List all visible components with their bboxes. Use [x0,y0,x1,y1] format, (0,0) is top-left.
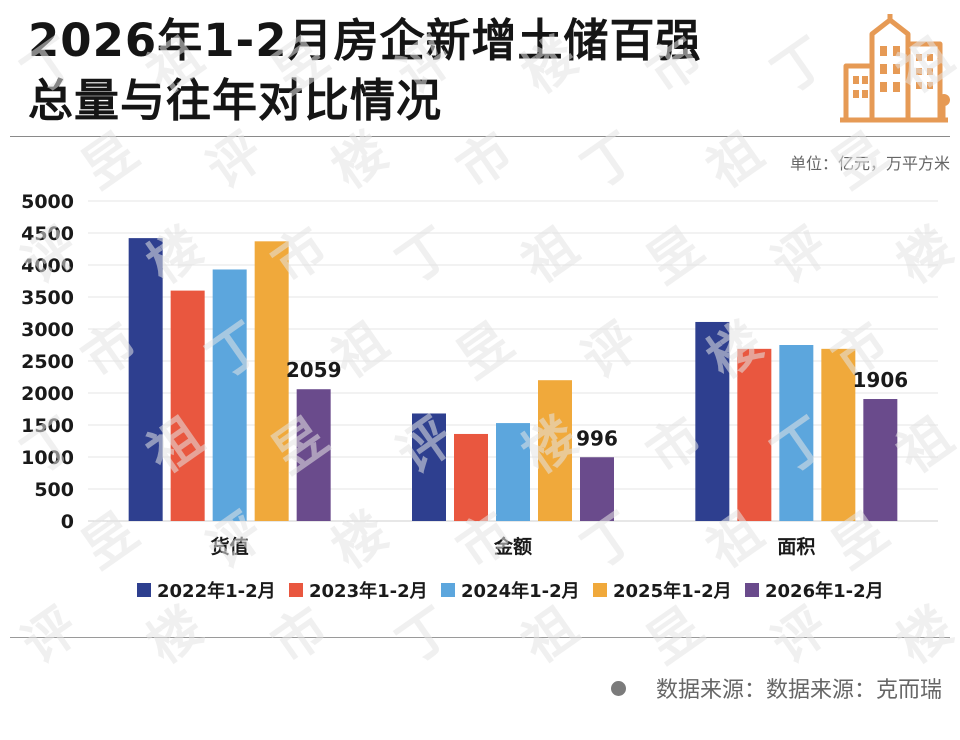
y-tick-label: 2500 [21,351,74,373]
x-category-label: 货值 [211,535,249,558]
legend-label: 2025年1-2月 [613,580,732,602]
bar-3 [212,269,247,521]
legend-label: 2026年1-2月 [765,580,884,602]
bar-4 [821,348,856,521]
data-label: 1906 [852,368,908,392]
bar-5 [580,457,614,521]
y-tick-label: 5000 [21,191,74,213]
footer-divider [10,637,950,638]
chart-title-line-1: 2026年1-2月房企新增土储百强 [28,14,702,67]
legend-swatch [745,583,759,597]
y-tick-label: 3000 [21,319,74,341]
bar-3 [496,423,530,521]
bar-1 [412,413,446,521]
bar-5 [863,399,898,521]
bar-5 [296,389,331,521]
bar-2 [170,290,205,521]
bar-2 [454,433,488,521]
legend-swatch [137,583,151,597]
data-label: 2059 [286,358,342,382]
y-tick-label: 3500 [21,287,74,309]
legend-swatch [289,583,303,597]
bar-1 [695,321,730,521]
x-category-label: 金额 [493,535,532,558]
y-tick-label: 2000 [21,383,74,405]
x-category-label: 面积 [777,536,815,558]
bar-2 [737,348,772,521]
legend-label: 2022年1-2月 [157,580,276,602]
building-icon [840,14,950,123]
bar-4 [254,241,289,521]
bar-3 [779,345,814,521]
legend-label: 2023年1-2月 [309,580,428,602]
data-label: 996 [576,426,618,450]
y-tick-label: 4000 [21,255,74,277]
legend-swatch [441,583,455,597]
y-tick-label: 1000 [21,447,74,469]
bar-chart: 0 500 1000 1500 2000 2500 3000 3500 4000 4500 5000… [21,191,938,602]
header-divider [10,136,950,137]
source-text: 数据来源：数据来源：克而瑞 [655,678,942,703]
source-note: 数据来源：数据来源：克而瑞 [610,672,942,704]
bar-4 [538,380,572,521]
watermark-glyph: 丁 [762,27,839,106]
legend-swatch [593,583,607,597]
y-tick-label: 4500 [21,223,74,245]
chart-title-line-2: 总量与往年对比情况 [28,74,443,127]
y-tick-label: 1500 [21,415,74,437]
bullet-icon [610,680,626,696]
unit-label: 单位：亿元，万平方米 [789,154,950,173]
y-tick-label: 0 [61,511,74,533]
legend-label: 2024年1-2月 [461,580,580,602]
bar-1 [128,238,163,521]
y-tick-label: 500 [34,479,74,501]
